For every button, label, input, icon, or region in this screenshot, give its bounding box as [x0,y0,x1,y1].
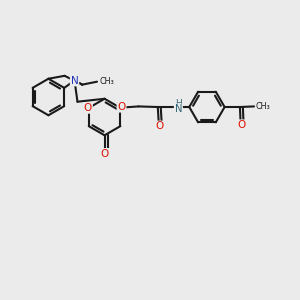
Text: O: O [117,102,126,112]
Text: N: N [175,104,182,114]
Text: CH₃: CH₃ [99,76,114,85]
Text: O: O [84,103,92,113]
Text: N: N [71,76,78,85]
Text: H: H [175,99,182,108]
Text: O: O [100,149,109,159]
Text: CH₃: CH₃ [256,102,271,111]
Text: O: O [238,120,246,130]
Text: O: O [156,122,164,131]
